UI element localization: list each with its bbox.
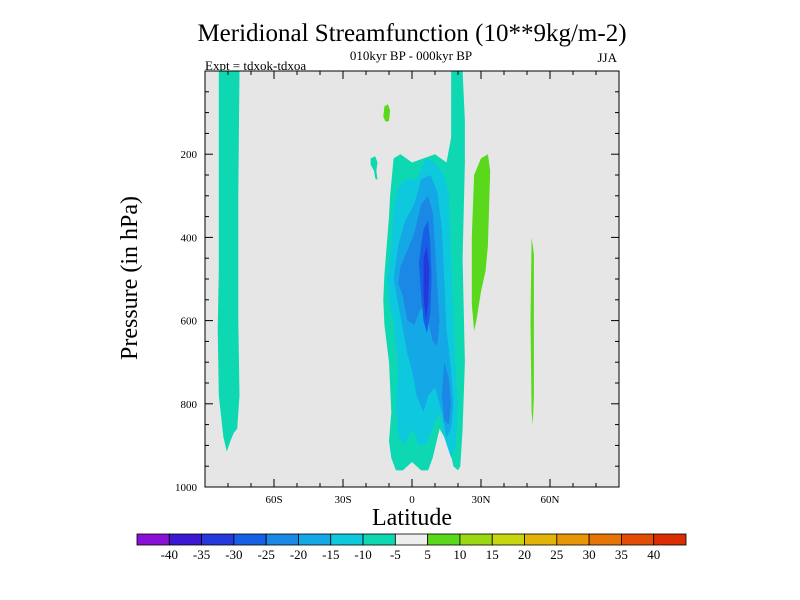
contour-pos-5-small-blob <box>383 104 391 122</box>
colorbar-swatch <box>491 533 525 546</box>
colorbar-swatch <box>168 533 202 546</box>
colorbar-swatch <box>362 533 396 546</box>
colorbar-label: 10 <box>453 547 466 562</box>
y-tick-label: 1000 <box>175 482 198 494</box>
colorbar-label: -20 <box>290 547 307 562</box>
tick-layer: 60S 30S 0 30N 60N 200 400 600 800 1000 <box>175 71 619 506</box>
y-tick-label: 200 <box>181 149 198 161</box>
y-tick-label: 800 <box>181 399 198 411</box>
colorbar-label: -40 <box>161 547 178 562</box>
colorbar-label: 5 <box>424 547 431 562</box>
colorbar-label: -15 <box>322 547 339 562</box>
colorbar-label: 20 <box>518 547 531 562</box>
colorbar-label: -25 <box>258 547 275 562</box>
colorbar-swatch <box>330 533 364 546</box>
y-tick-label: 600 <box>181 316 198 328</box>
colorbar-label: -5 <box>390 547 401 562</box>
colorbar-swatch <box>653 533 687 546</box>
colorbar-swatch <box>298 533 332 546</box>
season-label: JJA <box>597 50 617 65</box>
contour-pos-5-midlat-north <box>530 237 534 425</box>
colorbar-swatch <box>201 533 235 546</box>
colorbar-swatch <box>265 533 299 546</box>
colorbar-swatch <box>427 533 461 546</box>
chart-title: Meridional Streamfunction (10**9kg/m-2) <box>197 20 626 47</box>
chart-subtitle: 010kyr BP - 000kyr BP <box>350 48 472 63</box>
contour-pos-5-subtropic-north <box>471 154 491 331</box>
x-tick-label: 60S <box>265 494 282 506</box>
plot-area: 60S 30S 0 30N 60N 200 400 600 800 1000 <box>175 70 620 506</box>
colorbar-label: 15 <box>486 547 499 562</box>
colorbar-swatch <box>394 533 429 546</box>
colorbar-label: -30 <box>225 547 242 562</box>
contour-neg-30-core <box>423 245 430 321</box>
colorbar-swatch <box>524 533 558 546</box>
y-tick-label: 400 <box>181 232 198 244</box>
x-tick-label: 30S <box>334 494 351 506</box>
x-tick-label: 30N <box>472 494 491 506</box>
y-axis-label: Pressure (in hPa) <box>117 196 143 360</box>
colorbar-swatch <box>588 533 622 546</box>
colorbar-swatch <box>621 533 655 546</box>
colorbar-label: 30 <box>583 547 596 562</box>
colorbar-label: 40 <box>647 547 660 562</box>
contour-neg-5-highlat-south-upper <box>217 71 240 452</box>
contour-neg-5-small-blob <box>370 156 378 180</box>
colorbar-swatch <box>459 533 493 546</box>
experiment-label: Expt = tdxok-tdxoa <box>205 58 306 73</box>
colorbar-label: 35 <box>615 547 628 562</box>
colorbar-label: 25 <box>550 547 563 562</box>
colorbar-label: -10 <box>354 547 371 562</box>
colorbar: -40 -35 -30 -25 -20 -15 -10 -5 5 10 15 20 25 30 35 40 <box>136 533 687 562</box>
colorbar-swatch <box>556 533 590 546</box>
x-axis-label: Latitude <box>372 505 452 531</box>
x-tick-label: 0 <box>409 494 415 506</box>
contour-neg-20-deep <box>441 362 452 425</box>
contour-layer <box>217 71 534 471</box>
colorbar-swatch <box>233 533 267 546</box>
x-tick-label: 60N <box>541 494 560 506</box>
colorbar-swatch <box>136 533 170 546</box>
colorbar-label: -35 <box>193 547 210 562</box>
